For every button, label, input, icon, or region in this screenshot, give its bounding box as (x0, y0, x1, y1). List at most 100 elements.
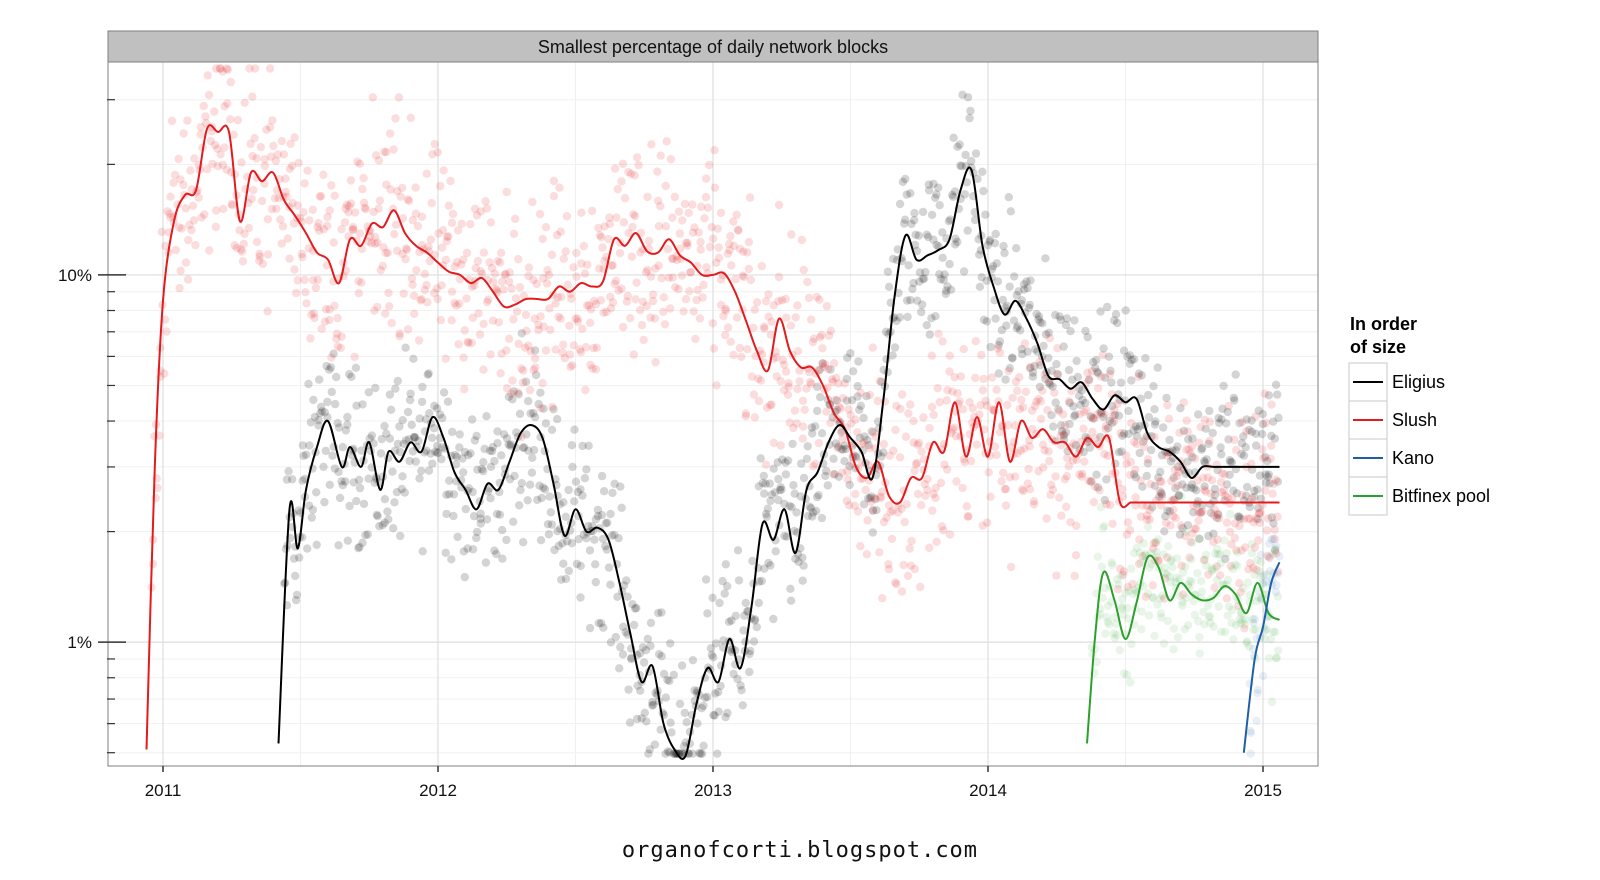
data-point (247, 194, 256, 203)
data-point (200, 210, 209, 219)
data-point (1254, 503, 1263, 513)
data-point (1245, 642, 1254, 651)
data-point (1023, 479, 1032, 488)
data-point (617, 284, 626, 293)
data-point (1100, 521, 1109, 531)
data-point (189, 216, 199, 225)
data-point (1173, 442, 1182, 451)
data-point (526, 346, 535, 356)
data-point (1046, 380, 1055, 389)
data-point (548, 402, 557, 412)
data-point (343, 420, 352, 429)
data-point (393, 376, 402, 386)
data-point (1165, 435, 1174, 445)
data-point (1209, 529, 1218, 538)
data-point (1027, 406, 1037, 415)
data-point (612, 213, 621, 222)
data-point (677, 271, 687, 280)
data-point (1117, 594, 1127, 604)
data-point (1209, 564, 1219, 574)
data-point (889, 254, 898, 264)
data-point (1222, 594, 1232, 603)
data-point (1166, 577, 1175, 587)
data-point (165, 209, 174, 218)
data-point (1125, 351, 1135, 360)
data-point (1225, 455, 1235, 465)
data-point (774, 496, 783, 505)
data-point (437, 281, 446, 290)
data-point (936, 478, 946, 488)
data-point (576, 593, 585, 602)
data-point (337, 332, 346, 341)
data-point (1077, 472, 1086, 481)
data-point (407, 420, 416, 430)
data-point (1261, 486, 1270, 495)
data-point (492, 549, 501, 559)
data-point (663, 245, 673, 254)
data-point (802, 384, 811, 393)
data-point (341, 426, 351, 435)
data-point (994, 369, 1003, 378)
data-point (312, 540, 321, 549)
data-point (840, 379, 849, 388)
data-point (647, 140, 656, 149)
data-point (434, 448, 443, 457)
data-point (1274, 646, 1283, 655)
data-point (1249, 518, 1258, 527)
data-point (927, 314, 936, 323)
data-point (1101, 373, 1110, 382)
data-point (1011, 421, 1020, 430)
data-point (1256, 508, 1265, 517)
data-point (212, 64, 221, 73)
data-point (208, 159, 217, 169)
data-point (856, 401, 866, 410)
data-point (403, 195, 413, 204)
data-point (553, 414, 562, 424)
data-point (610, 530, 619, 540)
data-point (1157, 451, 1167, 460)
data-point (1097, 562, 1107, 571)
data-point (635, 649, 645, 658)
data-point (153, 483, 162, 493)
data-point (1236, 514, 1245, 523)
data-point (1084, 375, 1094, 385)
data-point (752, 622, 761, 632)
data-point (1016, 326, 1025, 335)
data-point (1055, 493, 1064, 502)
data-point (914, 438, 924, 448)
data-point (770, 488, 780, 497)
data-point (1156, 477, 1165, 486)
data-point (1249, 563, 1258, 572)
legend-label: Slush (1392, 410, 1437, 430)
data-point (627, 653, 636, 663)
data-point (450, 262, 459, 271)
data-point (1227, 494, 1237, 503)
data-point (391, 114, 400, 123)
data-point (483, 487, 493, 496)
data-point (1100, 495, 1110, 505)
data-point (1230, 533, 1240, 543)
data-point (519, 366, 528, 375)
data-point (1245, 502, 1255, 512)
data-point (414, 336, 424, 345)
data-point (244, 223, 253, 233)
data-point (993, 344, 1003, 353)
data-point (741, 409, 751, 418)
data-point (917, 307, 926, 317)
data-point (265, 123, 275, 132)
data-point (843, 467, 852, 476)
data-point (170, 170, 180, 180)
data-point (538, 379, 547, 388)
data-point (187, 225, 196, 235)
data-point (194, 193, 203, 202)
data-point (453, 226, 463, 235)
data-point (479, 458, 488, 467)
data-point (298, 253, 307, 262)
data-point (1149, 544, 1158, 553)
data-point (1190, 610, 1200, 620)
data-point (590, 535, 599, 544)
data-point (784, 382, 793, 391)
data-point (391, 384, 400, 393)
data-point (837, 468, 847, 477)
data-point (1057, 511, 1066, 520)
